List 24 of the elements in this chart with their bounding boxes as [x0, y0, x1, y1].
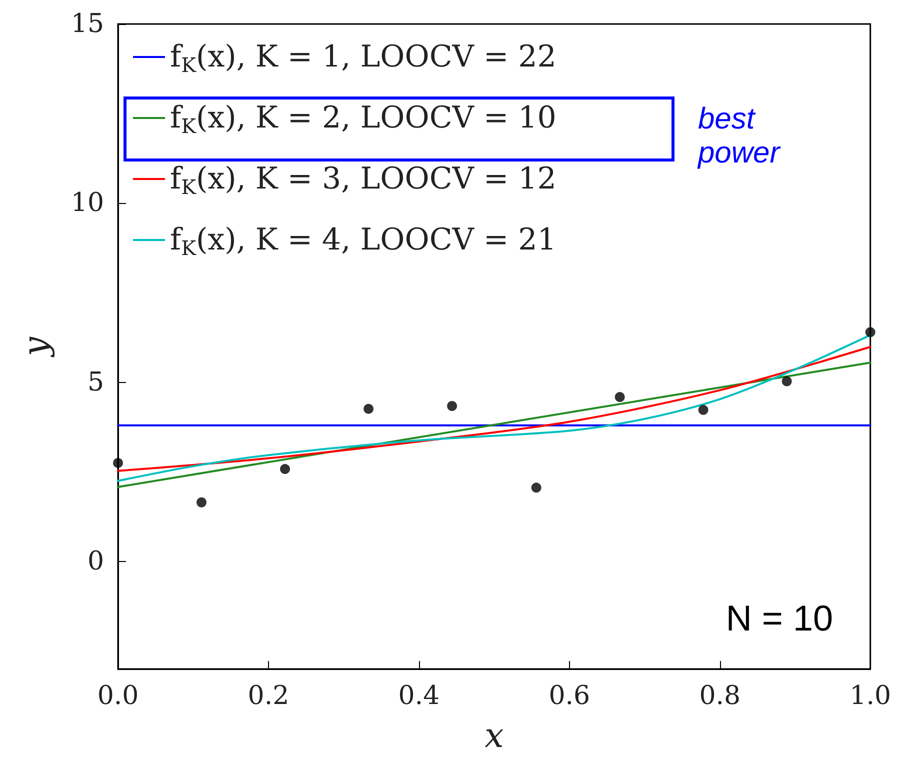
annotation: best power [697, 102, 781, 170]
y-tick-label: 15 [70, 9, 104, 39]
annotation: N = 10 [726, 598, 834, 638]
point [614, 392, 625, 402]
point [447, 400, 458, 411]
x-tick-label: 0.8 [699, 681, 741, 711]
point [113, 458, 123, 468]
point [196, 497, 207, 508]
x-tick-label: 0.4 [398, 681, 440, 711]
x-axis-title: x [484, 716, 504, 756]
x-tick-label: 0.2 [248, 681, 290, 711]
y-axis-title: y [16, 336, 56, 358]
point [280, 464, 290, 474]
point [698, 404, 708, 415]
x-tick-label: 0.0 [97, 681, 139, 711]
y-tick-label: 5 [87, 367, 104, 398]
x-tick-label: 1.0 [850, 681, 892, 711]
point [782, 376, 792, 386]
y-tick-label: 0 [87, 546, 104, 576]
point [364, 404, 374, 414]
x-tick-label: 0.6 [548, 681, 590, 711]
point [531, 482, 542, 493]
point [865, 327, 876, 338]
y-tick-label: 10 [70, 188, 104, 218]
